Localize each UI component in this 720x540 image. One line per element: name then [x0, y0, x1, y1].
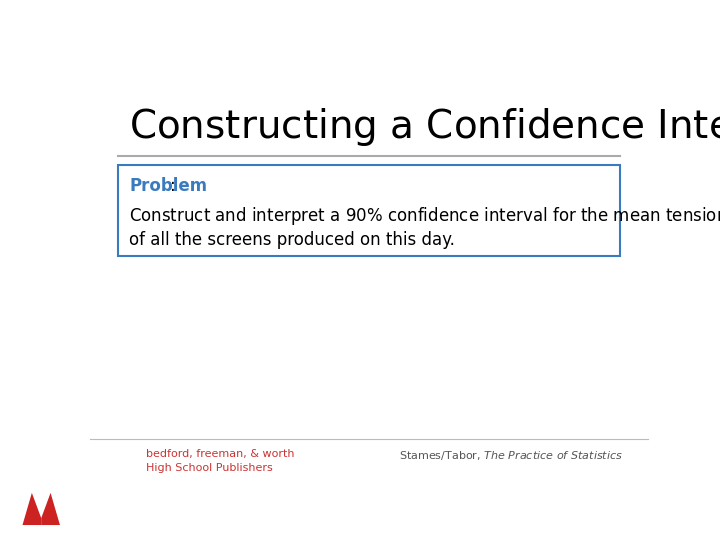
Text: Stames/Tabor, $\it{The\ Practice\ of\ Statistics}$: Stames/Tabor, $\it{The\ Practice\ of\ St… [399, 449, 623, 462]
Polygon shape [41, 493, 60, 525]
FancyBboxPatch shape [118, 165, 620, 256]
Text: Constructing a Confidence Interval for $\mu$: Constructing a Confidence Interval for $… [129, 106, 720, 148]
Text: Problem: Problem [129, 177, 207, 195]
Text: :: : [171, 177, 176, 195]
Polygon shape [22, 493, 41, 525]
Text: of all the screens produced on this day.: of all the screens produced on this day. [129, 231, 455, 249]
Text: Construct and interpret a 90% confidence interval for the mean tension $\mu$: Construct and interpret a 90% confidence… [129, 205, 720, 227]
Text: bedford, freeman, & worth
High School Publishers: bedford, freeman, & worth High School Pu… [145, 449, 294, 472]
